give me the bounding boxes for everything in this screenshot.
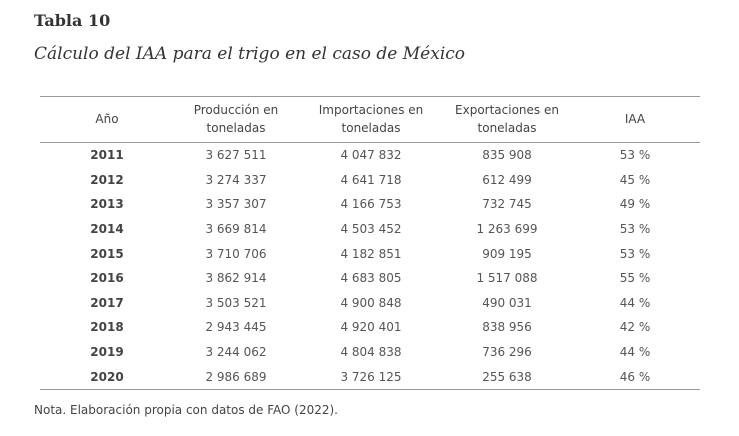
- cell-imports: 4 920 401: [340, 320, 402, 335]
- cell-production: 3 669 814: [205, 222, 267, 237]
- table-row: 2011 3 627 511 4 047 832 835 908 53 %: [40, 143, 700, 168]
- table-subtitle: Cálculo del IAA para el trigo en el caso…: [34, 44, 466, 64]
- cell-year: 2016: [90, 271, 124, 286]
- table-row: 2012 3 274 337 4 641 718 612 499 45 %: [40, 168, 700, 193]
- header-year: Año: [95, 112, 119, 126]
- table-row: 2013 3 357 307 4 166 753 732 745 49 %: [40, 192, 700, 217]
- cell-iaa: 46 %: [619, 369, 651, 384]
- table-note: Nota. Elaboración propia con datos de FA…: [34, 403, 338, 417]
- cell-year: 2018: [90, 320, 124, 335]
- cell-iaa: 53 %: [619, 148, 651, 163]
- cell-exports: 838 956: [482, 320, 532, 335]
- header-production: Producción en toneladas: [193, 103, 279, 135]
- cell-exports: 909 195: [482, 246, 532, 261]
- cell-imports: 4 182 851: [340, 246, 402, 261]
- cell-imports: 4 900 848: [340, 295, 402, 310]
- cell-imports: 4 683 805: [340, 271, 402, 286]
- cell-exports: 736 296: [482, 345, 532, 360]
- cell-production: 3 244 062: [205, 345, 267, 360]
- cell-imports: 4 166 753: [340, 197, 402, 212]
- cell-exports: 612 499: [482, 172, 532, 187]
- header-iaa: IAA: [624, 112, 646, 126]
- cell-iaa: 42 %: [619, 320, 651, 335]
- header-exports: Exportaciones en toneladas: [455, 103, 559, 135]
- header-imports: Importaciones en toneladas: [318, 103, 424, 135]
- cell-production: 3 862 914: [205, 271, 267, 286]
- cell-year: 2013: [90, 197, 124, 212]
- cell-iaa: 44 %: [619, 345, 651, 360]
- cell-production: 3 503 521: [205, 295, 267, 310]
- cell-year: 2014: [90, 222, 124, 237]
- cell-iaa: 49 %: [619, 197, 651, 212]
- cell-year: 2019: [90, 345, 124, 360]
- cell-production: 3 710 706: [205, 246, 267, 261]
- table-row: 2020 2 986 689 3 726 125 255 638 46 %: [40, 364, 700, 390]
- cell-exports: 255 638: [482, 369, 532, 384]
- table-row: 2015 3 710 706 4 182 851 909 195 53 %: [40, 241, 700, 266]
- cell-production: 3 274 337: [205, 172, 267, 187]
- cell-production: 3 357 307: [205, 197, 267, 212]
- table-row: 2018 2 943 445 4 920 401 838 956 42 %: [40, 315, 700, 340]
- cell-iaa: 44 %: [619, 295, 651, 310]
- cell-year: 2020: [90, 369, 124, 384]
- cell-iaa: 55 %: [619, 271, 651, 286]
- cell-year: 2011: [90, 148, 124, 163]
- table-row: 2017 3 503 521 4 900 848 490 031 44 %: [40, 291, 700, 316]
- cell-iaa: 45 %: [619, 172, 651, 187]
- cell-exports: 835 908: [482, 148, 532, 163]
- cell-year: 2015: [90, 246, 124, 261]
- cell-iaa: 53 %: [619, 222, 651, 237]
- cell-iaa: 53 %: [619, 246, 651, 261]
- table-row: 2019 3 244 062 4 804 838 736 296 44 %: [40, 340, 700, 365]
- cell-exports: 732 745: [482, 197, 532, 212]
- header-row: Año Producción en toneladas Importacione…: [40, 96, 700, 143]
- table-title: Tabla 10: [34, 11, 111, 30]
- cell-imports: 4 047 832: [340, 148, 402, 163]
- cell-year: 2012: [90, 172, 124, 187]
- cell-imports: 4 503 452: [340, 222, 402, 237]
- cell-year: 2017: [90, 295, 124, 310]
- cell-exports: 1 263 699: [476, 222, 538, 237]
- cell-exports: 490 031: [482, 295, 532, 310]
- cell-production: 3 627 511: [205, 148, 267, 163]
- cell-production: 2 943 445: [205, 320, 267, 335]
- table-row: 2014 3 669 814 4 503 452 1 263 699 53 %: [40, 217, 700, 242]
- data-table: Año Producción en toneladas Importacione…: [40, 96, 700, 390]
- table-row: 2016 3 862 914 4 683 805 1 517 088 55 %: [40, 266, 700, 291]
- cell-production: 2 986 689: [205, 369, 267, 384]
- cell-exports: 1 517 088: [476, 271, 538, 286]
- cell-imports: 4 641 718: [340, 172, 402, 187]
- cell-imports: 4 804 838: [340, 345, 402, 360]
- cell-imports: 3 726 125: [340, 369, 402, 384]
